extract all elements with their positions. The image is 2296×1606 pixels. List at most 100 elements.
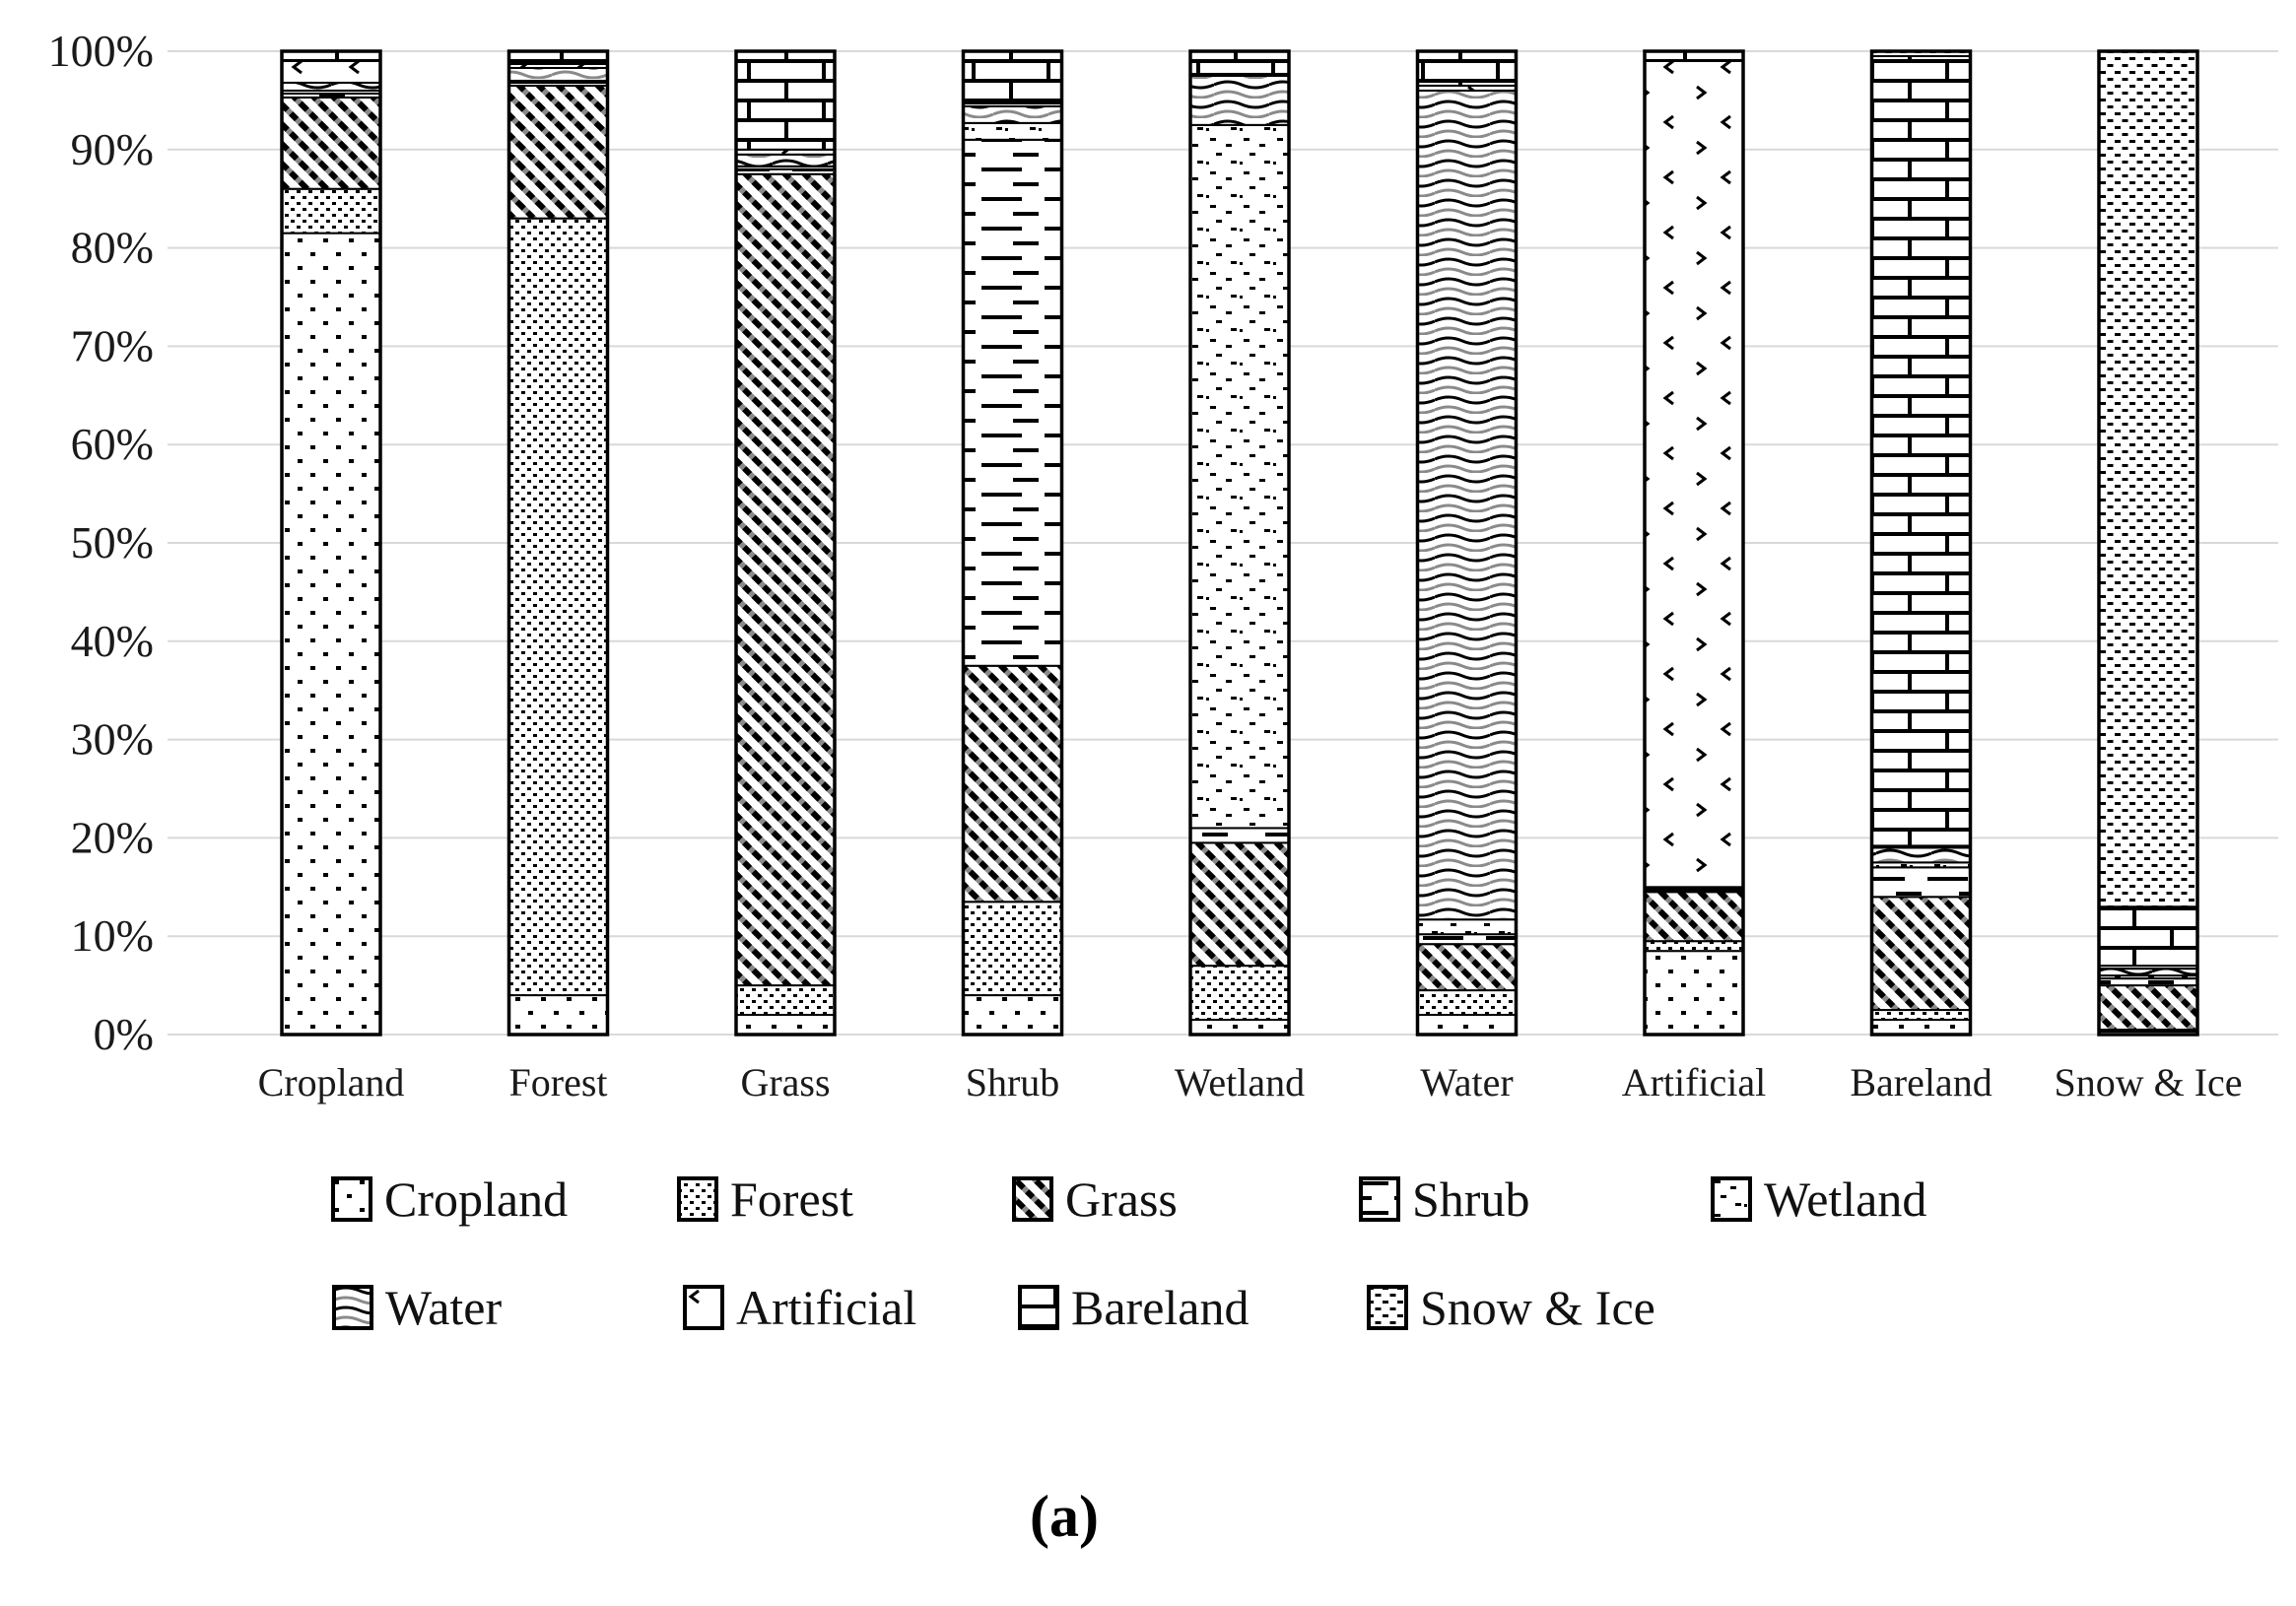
bar-segment-snow-ice-bareland: [2098, 905, 2198, 968]
legend-item-wetland: Wetland: [1711, 1174, 1926, 1224]
bar-segment-bareland-forest: [1870, 1009, 1972, 1022]
y-tick-label: 100%: [48, 26, 154, 76]
bar-segment-bareland-shrub: [1870, 866, 1972, 899]
bar-outline: [2097, 49, 2199, 1037]
x-category-label: Grass: [740, 1060, 830, 1104]
bar-segment-bareland-grass: [1870, 896, 1972, 1012]
bar-segment-forest-grass: [507, 84, 609, 220]
x-axis-category-labels: Cropland Forest Grass Shrub Wetland Water Arti…: [258, 1060, 2243, 1104]
bar-segment-snow-ice-water: [2098, 968, 2198, 977]
legend-item-cropland: Cropland: [331, 1174, 568, 1224]
x-category-label: Cropland: [258, 1060, 405, 1104]
bar-segment-bareland-water: [1870, 846, 1972, 864]
bar-segment-water-grass: [1416, 943, 1518, 992]
legend-item-forest: Forest: [677, 1174, 853, 1224]
bar-segment-cropland-water: [281, 81, 381, 92]
x-category-label: Shrub: [966, 1060, 1060, 1104]
legend-label-shrub: Shrub: [1412, 1171, 1530, 1227]
legend-swatch-wetland-icon: [1711, 1176, 1752, 1222]
stacked-bar-chart: 100% 90% 80% 70% 60% 50% 40% 30% 20% 10% 0% Cropla…: [48, 26, 2278, 1104]
bar-segment-bareland-bareland: [1870, 54, 1972, 847]
legend-label-snow_ice: Snow & Ice: [1420, 1280, 1655, 1335]
x-category-label: Artificial: [1622, 1060, 1767, 1104]
bar-segment-bareland-cropland: [1870, 1019, 1972, 1037]
legend-label-bareland: Bareland: [1071, 1280, 1249, 1335]
bar-outline: [280, 49, 382, 1037]
bar-segment-grass-bareland: [735, 50, 836, 151]
bar-segment-shrub-water: [962, 104, 1063, 124]
bar-segment-wetland-grass: [1189, 841, 1290, 968]
bar-segment-artificial-forest: [1644, 940, 1744, 953]
legend-swatch-forest-icon: [677, 1176, 718, 1222]
bar-segment-forest-forest: [507, 217, 609, 997]
y-tick-label: 90%: [71, 124, 154, 174]
y-tick-label: 60%: [71, 419, 154, 469]
bar-outline: [734, 49, 837, 1037]
bar-segment-forest-cropland: [507, 994, 609, 1037]
x-category-label: Bareland: [1850, 1060, 1992, 1104]
bar-segment-cropland-forest: [281, 187, 381, 234]
legend-swatch-cropland-icon: [331, 1176, 372, 1222]
legend-row-1: Cropland Forest Grass Shrub Wetland: [0, 1174, 2296, 1243]
bar-segment-shrub-wetland: [962, 121, 1063, 141]
legend-label-water: Water: [385, 1280, 503, 1335]
bar-segment-cropland-artificial: [281, 59, 381, 84]
y-tick-label: 70%: [71, 320, 154, 370]
legend-label-wetland: Wetland: [1764, 1171, 1927, 1227]
legend-label-artificial: Artificial: [736, 1280, 917, 1335]
legend-label-grass: Grass: [1065, 1171, 1178, 1227]
legend-item-artificial: Artificial: [683, 1283, 916, 1332]
legend-item-water: Water: [332, 1283, 502, 1332]
bar-segment-water-water: [1416, 89, 1518, 921]
bar-outline: [1869, 49, 1973, 1037]
legend-label-forest: Forest: [730, 1171, 853, 1227]
bar-segment-wetland-forest: [1189, 965, 1290, 1022]
bars: [280, 49, 2199, 1037]
y-tick-label: 10%: [71, 910, 154, 961]
legend-swatch-bareland-icon: [1018, 1285, 1059, 1330]
bar-segment-water-cropland: [1416, 1014, 1518, 1037]
legend-item-snow_ice: Snow & Ice: [1367, 1283, 1655, 1332]
y-tick-label: 30%: [71, 714, 154, 765]
legend-row-2: Water Artificial Bareland Snow & Ice: [0, 1283, 2296, 1352]
y-tick-label: 80%: [71, 223, 154, 273]
bar-segment-shrub-grass: [962, 664, 1063, 903]
bar-segment-wetland-shrub: [1189, 827, 1290, 844]
x-category-label: Forest: [509, 1060, 608, 1104]
bar-segment-wetland-water: [1189, 74, 1290, 126]
bar-segment-wetland-bareland: [1189, 50, 1290, 75]
bar-segment-forest-water: [507, 66, 609, 82]
bar-segment-shrub-bareland: [962, 50, 1063, 104]
bar-segment-snow-ice-shrub: [2098, 977, 2198, 987]
bar-segment-snow-ice-grass: [2098, 984, 2198, 1032]
legend-swatch-snow_ice-icon: [1367, 1285, 1408, 1330]
legend-item-bareland: Bareland: [1018, 1283, 1249, 1332]
legend-label-cropland: Cropland: [384, 1171, 569, 1227]
bar-segment-wetland-wetland: [1189, 123, 1290, 830]
bar-outline: [1643, 49, 1745, 1037]
bar-segment-shrub-cropland: [962, 994, 1063, 1037]
bar-segment-water-wetland: [1416, 918, 1518, 936]
bar-outline: [961, 49, 1064, 1037]
legend-swatch-shrub-icon: [1359, 1176, 1400, 1222]
bar-segment-wetland-cropland: [1189, 1019, 1290, 1037]
bar-segment-snow-ice-snow_ice: [2098, 50, 2198, 908]
bar-outline: [506, 49, 610, 1037]
bar-segment-grass-grass: [735, 172, 836, 987]
bar-segment-artificial-artificial: [1644, 59, 1744, 889]
y-tick-label: 0%: [94, 1009, 154, 1059]
legend-swatch-grass-icon: [1012, 1176, 1053, 1222]
figure-caption: (a): [1030, 1484, 1099, 1549]
bar-segment-grass-forest: [735, 984, 836, 1017]
legend-item-grass: Grass: [1012, 1174, 1178, 1224]
y-axis-tick-labels: 100% 90% 80% 70% 60% 50% 40% 30% 20% 10% 0%: [48, 26, 154, 1059]
legend-swatch-artificial-icon: [683, 1285, 724, 1330]
bar-segment-grass-cropland: [735, 1014, 836, 1037]
x-category-label: Water: [1420, 1060, 1514, 1104]
bar-segment-forest-bareland: [507, 50, 609, 65]
bar-segment-cropland-grass: [281, 96, 381, 190]
bar-segment-grass-water: [735, 153, 836, 167]
x-category-label: Wetland: [1175, 1060, 1305, 1104]
bar-segment-water-shrub: [1416, 933, 1518, 946]
